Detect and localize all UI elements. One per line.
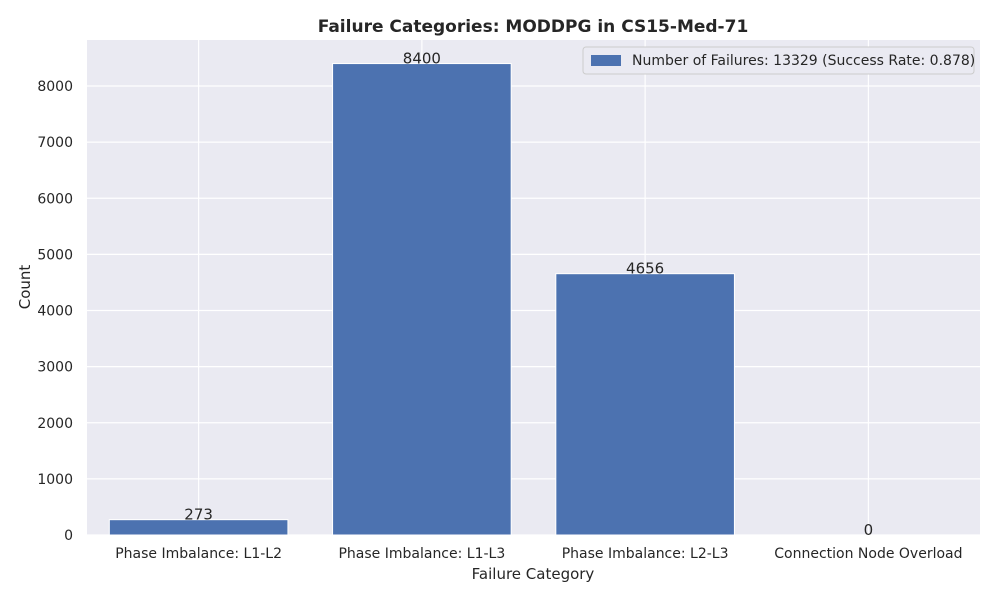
data-label: 273 [184, 506, 213, 524]
bar [108, 519, 289, 536]
y-tick-label: 0 [64, 528, 73, 544]
legend: Number of Failures: 13329 (Success Rate:… [582, 46, 975, 75]
x-tick-label: Connection Node Overload [774, 546, 962, 562]
data-label: 0 [864, 521, 874, 539]
y-tick-label: 7000 [37, 135, 73, 151]
legend-box [582, 46, 975, 75]
y-ticks: 0 1000 2000 3000 4000 5000 6000 7000 8000 [37, 79, 73, 544]
plot-background [87, 40, 980, 535]
y-tick-label: 5000 [37, 247, 73, 263]
y-axis-label: Count [16, 265, 34, 310]
y-tick-label: 1000 [37, 472, 73, 488]
x-ticks: Phase Imbalance: L1-L2 Phase Imbalance: L… [115, 546, 962, 562]
legend-label: Number of Failures: 13329 (Success Rate:… [632, 53, 975, 69]
x-tick-label: Phase Imbalance: L1-L3 [338, 546, 505, 562]
chart-title: Failure Categories: MODDPG in CS15-Med-7… [318, 17, 749, 37]
legend-swatch [591, 55, 621, 66]
x-tick-label: Phase Imbalance: L1-L2 [115, 546, 282, 562]
bar [555, 273, 735, 536]
y-tick-label: 8000 [37, 79, 73, 95]
data-label: 4656 [626, 260, 664, 278]
bar [332, 63, 512, 536]
x-tick-label: Phase Imbalance: L2-L3 [562, 546, 729, 562]
data-labels: 273 8400 4656 0 [184, 50, 873, 539]
x-axis-label: Failure Category [472, 565, 595, 583]
y-tick-label: 3000 [37, 360, 73, 376]
data-label: 8400 [403, 50, 441, 68]
bars [108, 63, 735, 536]
y-tick-label: 2000 [37, 416, 73, 432]
y-tick-label: 4000 [37, 304, 73, 320]
y-tick-label: 6000 [37, 191, 73, 207]
